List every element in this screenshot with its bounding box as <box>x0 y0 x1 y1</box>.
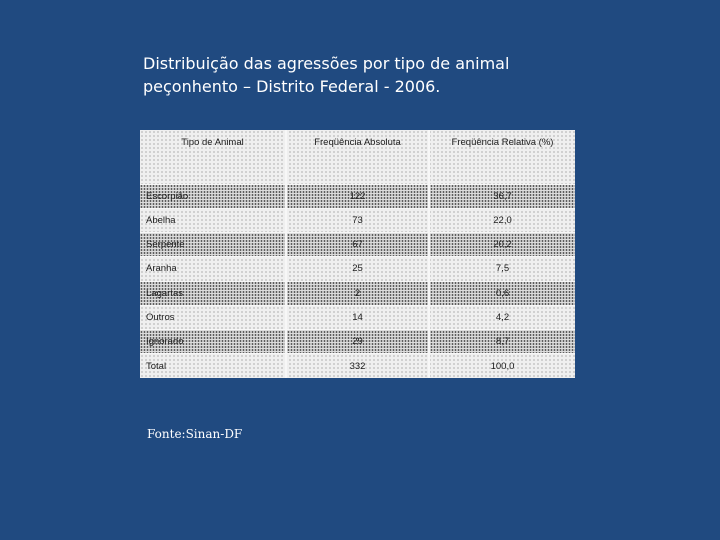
cell-relative: 4,2 <box>428 304 575 330</box>
cell-animal: Escorpião <box>140 183 286 209</box>
cell-absolute: 67 <box>285 231 429 257</box>
header-relative-frequency: Freqüência Relativa (%) <box>428 130 575 184</box>
data-table: Tipo de Animal Freqüência Absoluta Freqü… <box>140 130 575 378</box>
slide-title-line-2: peçonhento – Distrito Federal - 2006. <box>143 77 441 96</box>
cell-relative: 20,2 <box>428 231 575 257</box>
table-row: Lagartas 2 0,6 <box>140 280 575 306</box>
cell-relative: 8,7 <box>428 328 575 354</box>
cell-relative: 0,6 <box>428 280 575 306</box>
source-note: Fonte:Sinan-DF <box>147 427 243 441</box>
cell-absolute: 25 <box>285 256 429 281</box>
table-row: Abelha 73 22,0 <box>140 207 575 233</box>
cell-absolute: 332 <box>285 353 429 378</box>
cell-absolute: 2 <box>285 280 429 306</box>
table-row: Ignorado 29 8,7 <box>140 328 575 354</box>
cell-animal: Outros <box>140 304 286 330</box>
slide-title-line-1: Distribuição das agressões por tipo de a… <box>143 54 510 73</box>
table-row: Outros 14 4,2 <box>140 304 575 330</box>
cell-relative: 100,0 <box>428 353 575 378</box>
cell-animal: Lagartas <box>140 280 286 306</box>
cell-absolute: 14 <box>285 304 429 330</box>
table-header-row: Tipo de Animal Freqüência Absoluta Freqü… <box>140 130 575 184</box>
slide-title: Distribuição das agressões por tipo de a… <box>143 52 603 98</box>
table-row: Escorpião 122 36,7 <box>140 183 575 209</box>
cell-absolute: 29 <box>285 328 429 354</box>
cell-absolute: 122 <box>285 183 429 209</box>
cell-animal: Serpente <box>140 231 286 257</box>
cell-animal: Abelha <box>140 207 286 233</box>
cell-relative: 36,7 <box>428 183 575 209</box>
table-row: Aranha 25 7,5 <box>140 256 575 281</box>
cell-animal: Aranha <box>140 256 286 281</box>
header-absolute-frequency: Freqüência Absoluta <box>285 130 429 184</box>
data-table-container: Tipo de Animal Freqüência Absoluta Freqü… <box>140 130 575 378</box>
cell-animal: Ignorado <box>140 328 286 354</box>
cell-animal: Total <box>140 353 286 378</box>
table-row-total: Total 332 100,0 <box>140 353 575 378</box>
header-animal-type: Tipo de Animal <box>181 137 244 148</box>
cell-relative: 22,0 <box>428 207 575 233</box>
table-row: Serpente 67 20,2 <box>140 231 575 257</box>
cell-relative: 7,5 <box>428 256 575 281</box>
cell-absolute: 73 <box>285 207 429 233</box>
